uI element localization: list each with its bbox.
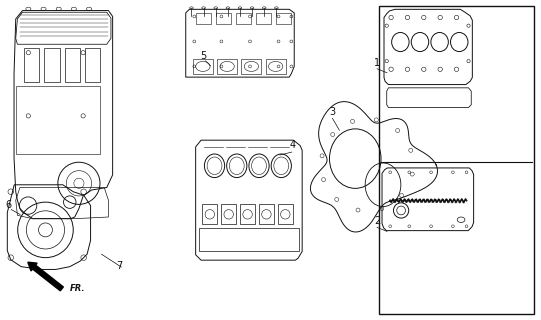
Text: 4: 4 — [290, 140, 296, 150]
Bar — [202, 204, 217, 224]
FancyArrow shape — [28, 262, 63, 291]
Bar — [24, 48, 39, 82]
Bar — [259, 204, 274, 224]
Bar — [266, 59, 286, 74]
Text: 5: 5 — [201, 51, 207, 61]
Bar — [44, 48, 60, 82]
Bar — [16, 86, 100, 154]
Bar — [196, 13, 211, 24]
Bar — [221, 204, 236, 224]
Bar — [278, 204, 293, 224]
Bar — [256, 13, 270, 24]
Text: 2: 2 — [374, 216, 380, 227]
Bar — [64, 48, 80, 82]
Bar — [241, 59, 261, 74]
Text: 7: 7 — [116, 261, 123, 271]
Bar — [193, 59, 213, 74]
Text: 6: 6 — [5, 200, 11, 210]
Bar — [199, 228, 299, 252]
Bar — [236, 13, 250, 24]
Text: 3: 3 — [329, 108, 335, 117]
Bar — [240, 204, 255, 224]
Text: 1: 1 — [374, 58, 380, 68]
Bar — [276, 13, 291, 24]
Bar — [216, 13, 230, 24]
Text: FR.: FR. — [70, 284, 85, 293]
Bar — [85, 48, 100, 82]
Bar — [379, 6, 533, 314]
Bar — [217, 59, 237, 74]
